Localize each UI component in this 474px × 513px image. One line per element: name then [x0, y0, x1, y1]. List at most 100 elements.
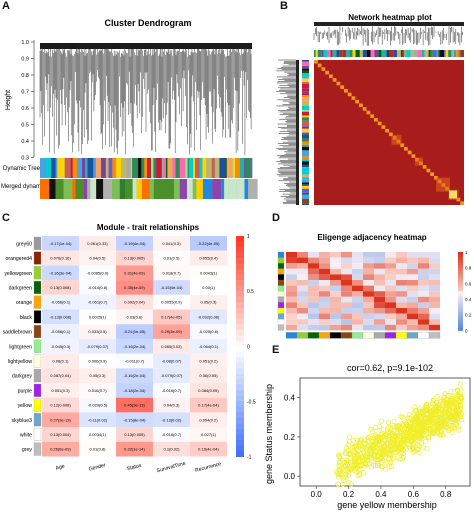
adjacency-scale-step: [458, 252, 463, 256]
module-trait-cell-label: 0.13(0.008): [50, 285, 71, 290]
adjacency-cell: [363, 324, 374, 331]
adjacency-row-swatch: [277, 291, 285, 297]
adjacency-scale-tick: 0.8: [465, 266, 472, 271]
dynamic-tree-segment: [93, 158, 96, 178]
network-heatmap-diagonal: [366, 110, 371, 115]
module-trait-cell: [79, 250, 116, 266]
scatter-point: [446, 406, 452, 412]
module-trait-cell: [42, 412, 79, 428]
adjacency-row-swatch: [277, 263, 285, 269]
module-trait-cell: [116, 412, 153, 428]
adjacency-row-swatch: [277, 296, 285, 303]
scatter-point: [453, 422, 459, 428]
merged-dynamic-segment: [179, 179, 187, 199]
scatter-point: [365, 443, 371, 449]
network-left-color-segment: [302, 179, 309, 183]
module-trait-cell-label: 0.1(0.02): [163, 447, 180, 452]
scatter-point: [399, 456, 406, 462]
adjacency-cell: [286, 280, 297, 286]
dendrogram-ylabel: Height: [5, 90, 12, 110]
scatter-point: [413, 415, 419, 421]
colorscale-step: [236, 362, 244, 369]
module-trait-row-label: grey: [22, 447, 32, 453]
module-trait-cell-label: -0.17(1e-04): [49, 241, 72, 246]
network-top-color-segment: [323, 50, 328, 57]
scatter-point: [442, 391, 448, 397]
merged-dynamic-segment: [87, 179, 91, 199]
network-heatmap-diagonal: [400, 143, 405, 147]
dynamic-tree-segment: [64, 158, 71, 178]
adjacency-cell: [418, 324, 429, 331]
dynamic-tree-segment: [108, 158, 113, 178]
adjacency-cell: [396, 324, 407, 331]
module-trait-cell: [79, 397, 116, 413]
adjacency-cell: [319, 296, 330, 303]
module-trait-row-label: darkgrey: [12, 374, 33, 380]
dynamic-tree-segment: [57, 158, 61, 178]
colorscale-step: [236, 417, 244, 424]
scatter-point: [379, 418, 385, 424]
module-trait-cell: [153, 265, 190, 281]
network-top-color-segment: [421, 50, 425, 57]
module-trait-cell: [190, 412, 227, 428]
scatter-point: [386, 455, 392, 461]
colorscale-step: [236, 357, 244, 364]
network-left-color-segment: [302, 141, 309, 145]
colorscale-tick: 1: [247, 234, 250, 240]
module-trait-cell: [79, 294, 116, 310]
adjacency-cell: [374, 296, 385, 303]
module-trait-cell-label: -0.08(0.07): [162, 358, 182, 363]
network-left-color-segment: [302, 120, 309, 126]
module-trait-cell-label: -0.051(0.7): [88, 300, 108, 305]
scatter-point: [342, 459, 348, 465]
scatter-point: [387, 430, 393, 436]
module-trait-cell-label: 0.17(4e-04): [198, 403, 219, 408]
adjacency-cell: [352, 285, 363, 292]
module-trait-cell: [42, 236, 79, 251]
dynamic-tree-segment: [153, 158, 157, 178]
module-trait-cell-label: 0.018(0.7): [162, 270, 181, 275]
dynamic-tree-segment: [185, 158, 188, 178]
merged-dynamic-segment: [202, 179, 213, 199]
module-trait-row-label: purple: [18, 388, 33, 394]
module-trait-cell-label: -0.014(0.8): [88, 285, 108, 290]
module-trait-colorscale: 1 0.5 0 -0.5 -1: [236, 234, 256, 461]
adjacency-cell: [308, 268, 319, 275]
module-trait-heatmap: Module - trait relationships -0.17(1e-04…: [3, 223, 256, 474]
module-trait-row-swatch: [33, 427, 42, 441]
network-top-color-segment: [359, 50, 363, 57]
scatter-point: [398, 446, 404, 452]
scatter-point: [395, 441, 401, 447]
adjacency-row-swatch: [277, 313, 285, 320]
adjacency-cell: [374, 308, 385, 314]
scatter-ytick-label: 0.2: [284, 433, 296, 442]
module-trait-cell-label: -0.22(4e-05): [197, 241, 220, 246]
module-trait-row-label: skyblue3: [12, 418, 33, 424]
scatter-point: [350, 444, 356, 450]
adjacency-cell: [341, 274, 352, 280]
scatter-point: [342, 467, 348, 473]
scatter-point: [448, 398, 455, 404]
scatter-point: [459, 417, 465, 423]
network-heatmap-diagonal: [336, 81, 341, 86]
adjacency-cell: [319, 257, 330, 264]
module-trait-row-label: darkgreen: [9, 285, 32, 291]
adjacency-cell: [429, 263, 440, 269]
module-trait-cell: [153, 280, 190, 295]
panel-label-e: E: [272, 344, 280, 356]
colorscale-step: [236, 318, 244, 325]
dynamic-tree-segment: [195, 158, 200, 178]
module-trait-cell-label: -0.19(4e-04): [123, 241, 146, 246]
adjacency-cell: [319, 313, 330, 320]
scatter-yticks: 0.0 0.2 0.4: [284, 394, 300, 481]
colorscale-tick: 0: [247, 344, 250, 350]
network-heatmap-diagonal: [434, 176, 438, 180]
merged-dynamic-segment: [72, 179, 76, 199]
network-left-color-segment: [302, 110, 309, 112]
module-trait-cell-label: -0.11(0.02): [88, 417, 108, 422]
module-trait-row-label: yellow: [18, 403, 33, 409]
adjacency-cell: [396, 252, 407, 258]
adjacency-cell: [352, 280, 363, 286]
adjacency-colorscale: 1 0.8 0.6 0.4 0.2 0: [458, 250, 472, 333]
adjacency-col-swatch: [340, 332, 353, 339]
